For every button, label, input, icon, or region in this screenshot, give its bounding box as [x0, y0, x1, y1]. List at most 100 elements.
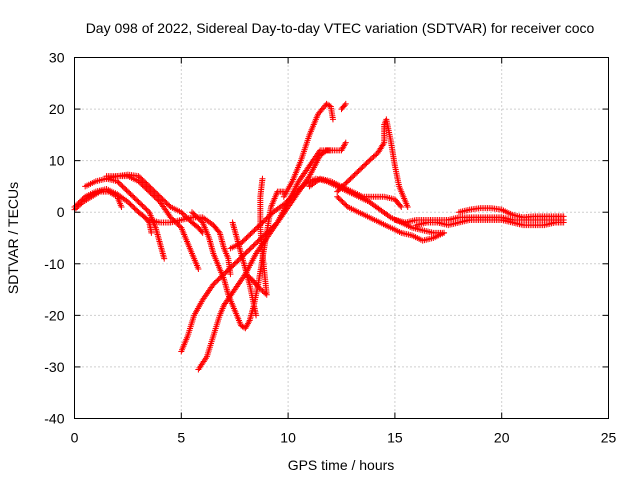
- data-point-marker: [215, 276, 222, 283]
- data-point-marker: [296, 186, 303, 193]
- data-point-marker: [180, 211, 187, 218]
- data-point-marker: [132, 206, 139, 213]
- data-point-marker: [163, 200, 170, 207]
- data-point-marker: [239, 238, 246, 245]
- data-point: [124, 198, 131, 205]
- data-point-marker: [295, 187, 302, 194]
- data-point: [342, 139, 349, 146]
- data-point-marker: [211, 280, 218, 287]
- data-point-marker: [143, 186, 150, 193]
- data-point-marker: [251, 227, 258, 234]
- data-point: [135, 173, 142, 180]
- data-points: [71, 100, 567, 373]
- data-point-marker: [370, 153, 377, 160]
- data-point-marker: [148, 186, 155, 193]
- data-point: [291, 191, 298, 198]
- data-point-marker: [347, 175, 354, 182]
- series-track-19: [413, 216, 567, 229]
- data-point-marker: [230, 262, 237, 269]
- data-point: [114, 178, 121, 185]
- data-point-marker: [300, 182, 307, 189]
- data-point: [135, 198, 142, 205]
- series-track-14: [338, 100, 349, 113]
- data-point-marker: [255, 223, 262, 230]
- data-point-marker: [260, 218, 267, 225]
- data-point-marker: [234, 258, 241, 265]
- x-tick-label: 25: [601, 430, 617, 446]
- data-point-marker: [136, 200, 143, 207]
- data-point-marker: [343, 179, 350, 186]
- data-point: [161, 255, 168, 262]
- series-track-17: [334, 116, 411, 211]
- data-point-marker: [77, 201, 84, 208]
- data-point-marker: [364, 158, 371, 165]
- data-point-marker: [298, 184, 305, 191]
- data-point-marker: [150, 187, 157, 194]
- data-point: [253, 312, 260, 319]
- data-point-marker: [196, 216, 203, 223]
- data-point-marker: [162, 198, 169, 205]
- data-point-marker: [229, 263, 236, 270]
- data-point: [188, 209, 195, 216]
- data-point-marker: [341, 102, 348, 109]
- data-point-marker: [336, 196, 343, 203]
- data-point-marker: [249, 244, 256, 251]
- data-point-marker: [358, 165, 365, 172]
- data-point: [167, 214, 174, 221]
- data-point-marker: [123, 187, 130, 194]
- data-point-marker: [115, 179, 122, 186]
- data-point: [259, 219, 266, 226]
- data-point-marker: [338, 184, 345, 191]
- data-point-marker: [351, 171, 358, 178]
- data-point-marker: [151, 188, 158, 195]
- data-point-marker: [339, 183, 346, 190]
- data-point-marker: [143, 180, 150, 187]
- data-point: [227, 271, 234, 278]
- data-point-marker: [335, 187, 342, 194]
- data-point-marker: [252, 225, 259, 232]
- data-point-marker: [340, 182, 347, 189]
- data-point-marker: [233, 259, 240, 266]
- data-point-marker: [130, 193, 137, 200]
- data-point-marker: [226, 265, 233, 272]
- data-point-marker: [335, 195, 342, 202]
- data-point-marker: [195, 215, 202, 222]
- x-tick-label: 10: [280, 430, 296, 446]
- data-point-marker: [118, 182, 125, 189]
- data-point-marker: [158, 195, 165, 202]
- data-point: [253, 240, 260, 247]
- data-point-marker: [152, 195, 159, 202]
- data-point-marker: [191, 211, 198, 218]
- data-point-marker: [140, 204, 147, 211]
- data-point-marker: [148, 191, 155, 198]
- data-point-marker: [371, 152, 378, 159]
- data-point-marker: [72, 205, 79, 212]
- y-tick-label: 10: [49, 153, 65, 169]
- data-point: [398, 204, 405, 211]
- data-point-marker: [246, 246, 253, 253]
- data-point: [146, 183, 153, 190]
- y-tick-label: 20: [49, 101, 65, 117]
- data-point: [118, 204, 125, 211]
- data-point-marker: [243, 235, 250, 241]
- grid: [74, 57, 609, 419]
- data-point-marker: [78, 200, 85, 207]
- data-point-marker: [132, 196, 139, 203]
- data-point-marker: [134, 197, 141, 204]
- data-point-marker: [122, 186, 129, 193]
- data-point-marker: [292, 189, 299, 196]
- data-point: [355, 167, 362, 174]
- series-track-20: [455, 205, 567, 221]
- data-point-marker: [339, 198, 346, 205]
- data-point-marker: [150, 192, 157, 199]
- data-point-marker: [288, 193, 295, 200]
- data-point-marker: [154, 196, 161, 203]
- y-tick-label: 30: [49, 50, 65, 66]
- data-point-marker: [214, 277, 221, 284]
- data-point: [329, 116, 336, 123]
- data-point-marker: [139, 182, 146, 189]
- data-point-marker: [194, 214, 201, 221]
- data-point-marker: [258, 286, 265, 293]
- data-point-marker: [263, 215, 270, 222]
